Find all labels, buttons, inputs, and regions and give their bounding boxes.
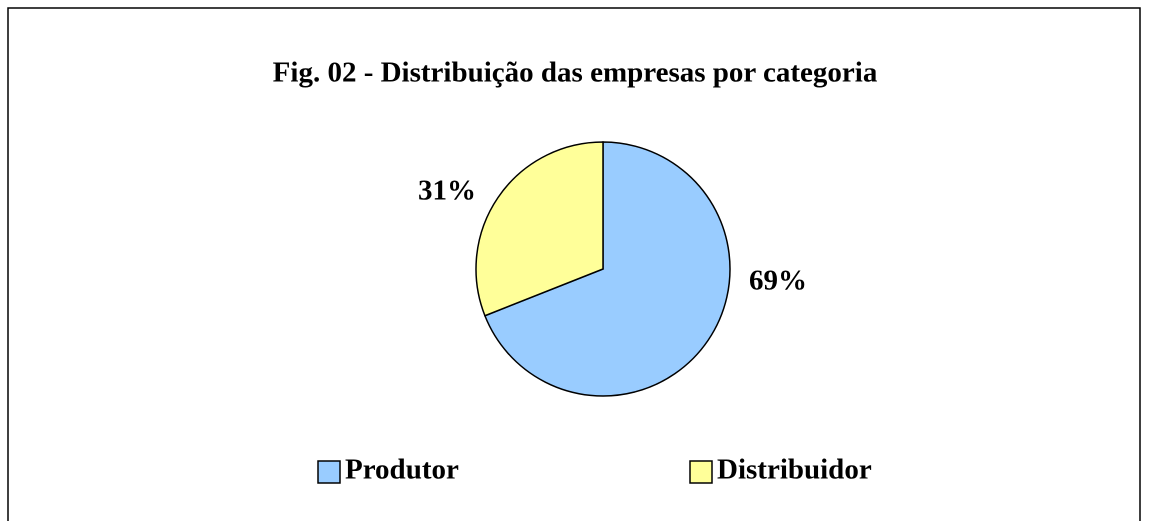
pie-slice	[483, 141, 731, 397]
legend-label: Distribuidor	[717, 454, 872, 486]
pie-slice	[475, 141, 604, 317]
legend-swatch	[317, 460, 341, 484]
legend-label: Produtor	[345, 454, 459, 486]
legend-swatch	[689, 460, 713, 484]
chart-title: Fig. 02 - Distribuição das empresas por …	[273, 57, 878, 89]
data-label: 69%	[749, 265, 807, 297]
data-label: 31%	[418, 175, 476, 207]
